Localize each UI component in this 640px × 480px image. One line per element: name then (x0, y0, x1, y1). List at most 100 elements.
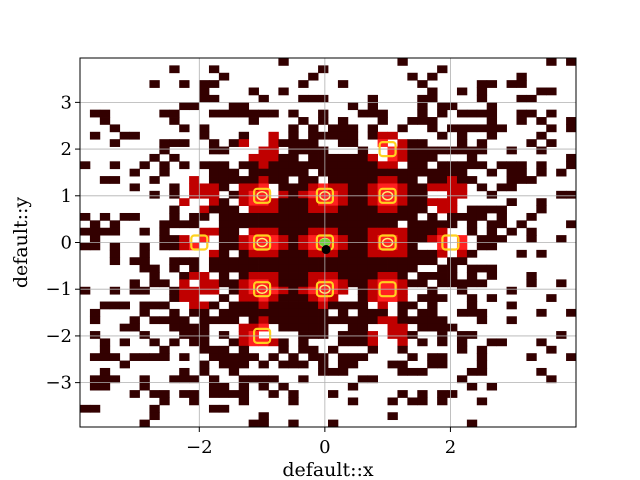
heatmap-cell (179, 272, 190, 280)
heatmap-cell (99, 227, 111, 236)
heatmap-cell (228, 390, 240, 398)
heatmap-cell (308, 345, 319, 354)
heatmap-cell (486, 102, 498, 111)
heatmap-cell (218, 249, 230, 258)
heatmap-cell (337, 131, 349, 140)
heatmap-cell (129, 323, 140, 332)
heatmap-cell (377, 235, 388, 243)
heatmap-cell (89, 308, 101, 317)
heatmap-cell (437, 198, 448, 206)
heatmap-cell (189, 301, 200, 310)
heatmap-cell (456, 146, 468, 155)
heatmap-cell (357, 301, 369, 310)
heatmap-cell (159, 242, 170, 251)
heatmap-cell (169, 139, 180, 147)
heatmap-cell (298, 249, 309, 258)
heatmap-cell (417, 323, 428, 332)
heatmap-cell (476, 353, 488, 361)
heatmap-cell (308, 190, 319, 199)
heatmap-cell (566, 58, 577, 66)
heatmap-cell (129, 212, 140, 221)
heatmap-cell (248, 264, 259, 273)
heatmap-cell (298, 242, 309, 251)
heatmap-cell (298, 323, 309, 332)
heatmap-cell (278, 382, 289, 391)
heatmap-cell (99, 345, 111, 354)
heatmap-cell (466, 331, 478, 339)
heatmap-cell (387, 264, 398, 273)
heatmap-cell (536, 367, 547, 376)
heatmap-cell (466, 294, 478, 302)
heatmap-cell (288, 308, 299, 317)
heatmap-cell (238, 390, 250, 398)
heatmap-cell (328, 390, 339, 398)
heatmap-cell (397, 124, 408, 133)
heatmap-cell (189, 294, 200, 302)
heatmap-cell (466, 279, 478, 288)
heatmap-cell (139, 264, 150, 273)
heatmap-cell (427, 360, 438, 369)
heatmap-cell (258, 294, 269, 302)
heatmap-cell (318, 286, 329, 295)
heatmap-cell (238, 235, 250, 243)
heatmap-cell (407, 190, 418, 199)
heatmap-cell (357, 212, 369, 221)
heatmap-cell (357, 190, 369, 199)
heatmap-cell (228, 308, 240, 317)
heatmap-cell (397, 257, 408, 266)
heatmap-cell (288, 205, 299, 214)
heatmap-cell (208, 279, 220, 288)
heatmap-cell (377, 316, 388, 325)
heatmap-cell (526, 279, 537, 288)
heatmap-cell (288, 198, 299, 206)
heatmap-cell (189, 272, 200, 280)
heatmap-cell (318, 323, 329, 332)
heatmap-cell (357, 183, 369, 192)
heatmap-cell (228, 109, 240, 118)
heatmap-cell (139, 382, 150, 391)
heatmap-cell (308, 323, 319, 332)
heatmap-cell (417, 220, 428, 229)
heatmap-cell (288, 153, 299, 162)
heatmap-cell (278, 227, 289, 236)
heatmap-cell (248, 153, 259, 162)
heatmap-cell (407, 264, 418, 273)
heatmap-cell (298, 146, 309, 155)
heatmap-cell (437, 338, 448, 347)
heatmap-cell (437, 279, 448, 288)
heatmap-cell (427, 153, 438, 162)
heatmap-cell (268, 338, 279, 347)
heatmap-cell (139, 331, 150, 339)
heatmap-cell (476, 212, 488, 221)
heatmap-cell (268, 272, 279, 280)
heatmap-cell (288, 249, 299, 258)
heatmap-cell (149, 176, 160, 184)
marker-layer (321, 245, 331, 255)
heatmap-cell (199, 235, 210, 243)
heatmap-cell (506, 168, 517, 177)
heatmap-cell (268, 286, 279, 295)
heatmap-cell (347, 331, 359, 339)
heatmap-cell (427, 235, 438, 243)
heatmap-cell (377, 220, 388, 229)
heatmap-cell (109, 375, 121, 384)
heatmap-cell (278, 345, 289, 354)
heatmap-cell (268, 301, 279, 310)
heatmap-cell (357, 272, 369, 280)
heatmap-cell (248, 117, 259, 125)
heatmap-cell (278, 153, 289, 162)
heatmap-cell (337, 176, 349, 184)
heatmap-cell (169, 286, 180, 295)
heatmap-cell (268, 176, 279, 184)
heatmap-cell (337, 301, 349, 310)
heatmap-cell (566, 124, 577, 133)
heatmap-cell (288, 316, 299, 325)
heatmap-cell (298, 316, 309, 325)
heatmap-cell (308, 227, 319, 236)
heatmap-cell (298, 308, 309, 317)
heatmap-cell (189, 390, 200, 398)
heatmap-cell (486, 220, 498, 229)
heatmap-cell (437, 131, 448, 140)
heatmap-cell (268, 205, 279, 214)
heatmap-cell (476, 87, 488, 96)
